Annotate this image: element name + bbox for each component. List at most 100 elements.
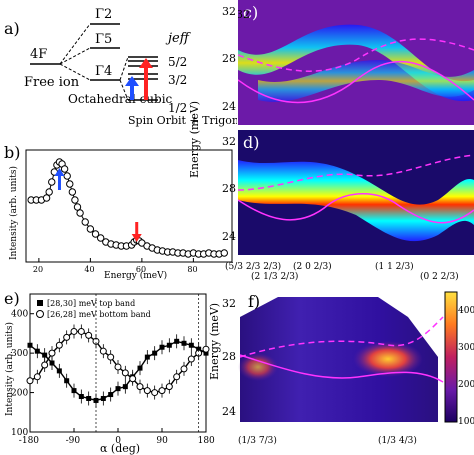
b-data-point <box>81 218 89 226</box>
e-ytick-label: 400 <box>11 310 28 320</box>
panel-d-simulation-map: d) <box>238 130 474 255</box>
panel-b-spectrum: b) Intensity (arb. units) Energy (meV) 2… <box>4 143 233 281</box>
d-xtick: (5/3 2/3 2/3) <box>225 262 282 272</box>
legend-bottom-band: [26,28] meV bottom band <box>47 310 151 319</box>
c-ytick: 32 <box>222 5 236 18</box>
e-top-band-point <box>108 392 114 398</box>
e-bottom-band-point <box>55 341 63 349</box>
e-bottom-band-point <box>26 377 34 385</box>
jeff-5-2: 5/2 <box>168 55 187 69</box>
c-ytick-32: 32 <box>238 8 250 21</box>
blue-arrow-icon <box>125 76 139 100</box>
colorbar-ticks: 400 300 200 100 <box>458 290 474 430</box>
fit-dashed <box>238 154 474 191</box>
d-ytick: 24 <box>222 230 236 243</box>
panel-label-f: f) <box>248 292 260 311</box>
e-top-band-point <box>86 395 92 401</box>
d-xtick: (2 1/3 2/3) <box>251 272 299 282</box>
b-data-point <box>220 249 228 257</box>
d-ytick: 32 <box>222 135 236 148</box>
fit-dashed <box>238 38 474 72</box>
e-top-band-point <box>71 388 77 394</box>
e-bottom-band-point <box>48 349 56 357</box>
fit-solid <box>238 60 474 104</box>
b-xtick-label: 40 <box>84 265 94 274</box>
e-top-band-point <box>64 378 70 384</box>
e-ytick-label: 300 <box>11 349 28 359</box>
e-bottom-band-point <box>114 363 122 371</box>
e-xtick-label: 180 <box>198 436 215 446</box>
octahedral-label: Octahedral cubic <box>68 92 173 106</box>
e-xtick-label: -180 <box>19 436 39 446</box>
b-data-point <box>76 209 84 217</box>
d-ylabel: Energy (meV) <box>188 100 201 178</box>
f-xtick: (1/3 7/3) <box>238 436 277 446</box>
e-bottom-band-point <box>107 353 115 361</box>
e-top-band-point <box>166 342 172 348</box>
e-bottom-band-point <box>180 365 188 373</box>
map-data-region <box>240 297 438 422</box>
e-top-band-point <box>93 397 99 403</box>
e-xtick-label: 90 <box>156 436 168 446</box>
b-xtick-label: 80 <box>187 265 197 274</box>
panel-label-e: e) <box>4 289 20 308</box>
b-data-point <box>71 196 79 204</box>
b-data-point <box>91 230 100 238</box>
legend-marker-open-circle <box>36 310 44 318</box>
b-xtick-label: 60 <box>136 265 146 274</box>
b-data-point <box>48 178 56 186</box>
jeff-label: jeff <box>165 31 192 46</box>
f-ylabel: Energy (meV) <box>208 302 221 380</box>
jeff-levels <box>128 56 158 101</box>
e-ytick-label: 100 <box>11 428 28 438</box>
b-data-point <box>60 165 69 173</box>
e-bottom-band-point <box>151 389 159 397</box>
e-bottom-band-point <box>41 361 49 369</box>
e-top-band-point <box>78 394 84 400</box>
legend-marker-filled-square <box>37 300 43 306</box>
map-hotspot <box>353 341 423 377</box>
c-ytick: 24 <box>222 100 236 113</box>
plot-frame <box>25 149 233 263</box>
d-xtick: (2 0 2/3) <box>293 262 332 272</box>
e-top-band-point <box>27 342 33 348</box>
e-xlabel: α (deg) <box>100 442 140 455</box>
panel-label-b: b) <box>4 143 20 162</box>
b-data-point <box>45 188 53 196</box>
b-data-point <box>68 188 77 196</box>
e-top-band-point <box>100 395 106 401</box>
e-top-band-point <box>188 342 194 348</box>
e-bottom-band-point <box>63 333 71 341</box>
jeff-1-2: 1/2 <box>168 101 187 115</box>
e-top-band-point <box>144 354 150 360</box>
f-ytick: 28 <box>222 350 236 363</box>
panel-label-d: d) <box>243 133 259 152</box>
e-xtick-label: 0 <box>115 436 121 446</box>
colorbar-tick: 200 <box>458 380 474 390</box>
c-ytick-column: 32 28 24 <box>222 0 238 125</box>
gamma4-label: Γ4 <box>95 64 112 79</box>
gamma2-label: Γ2 <box>95 7 112 22</box>
panel-a-level-diagram: a) 4F Free ion Γ2 Γ5 Γ4 Octahedral cubic… <box>4 7 237 127</box>
d-ytick: 28 <box>222 182 236 195</box>
band-bottom <box>258 60 474 103</box>
red-arrow-icon <box>139 58 153 100</box>
b-data-point <box>86 225 95 233</box>
b-data-point <box>96 234 105 242</box>
e-bottom-band-point <box>187 355 195 363</box>
d-xticks: (5/3 2/3 2/3) (2 1/3 2/3) (2 0 2/3) (1 1… <box>225 262 474 284</box>
gamma5-label: Γ5 <box>95 32 112 47</box>
legend: [28,30] meV top band [26,28] meV bottom … <box>36 299 151 319</box>
e-bottom-band-point <box>77 327 85 335</box>
c-ytick: 28 <box>222 52 236 65</box>
e-bottom-band-point <box>70 327 78 335</box>
map-hotspot <box>238 353 278 381</box>
e-top-band-point <box>137 365 143 371</box>
f-ytick-column: 32 28 24 <box>222 287 238 427</box>
legend-top-band: [28,30] meV top band <box>47 299 135 308</box>
free-ion-label: Free ion <box>24 75 80 90</box>
e-top-band-point <box>159 344 165 350</box>
e-bottom-band-point <box>33 373 41 381</box>
fit-solid <box>238 193 474 224</box>
e-bottom-band-point <box>99 347 107 355</box>
